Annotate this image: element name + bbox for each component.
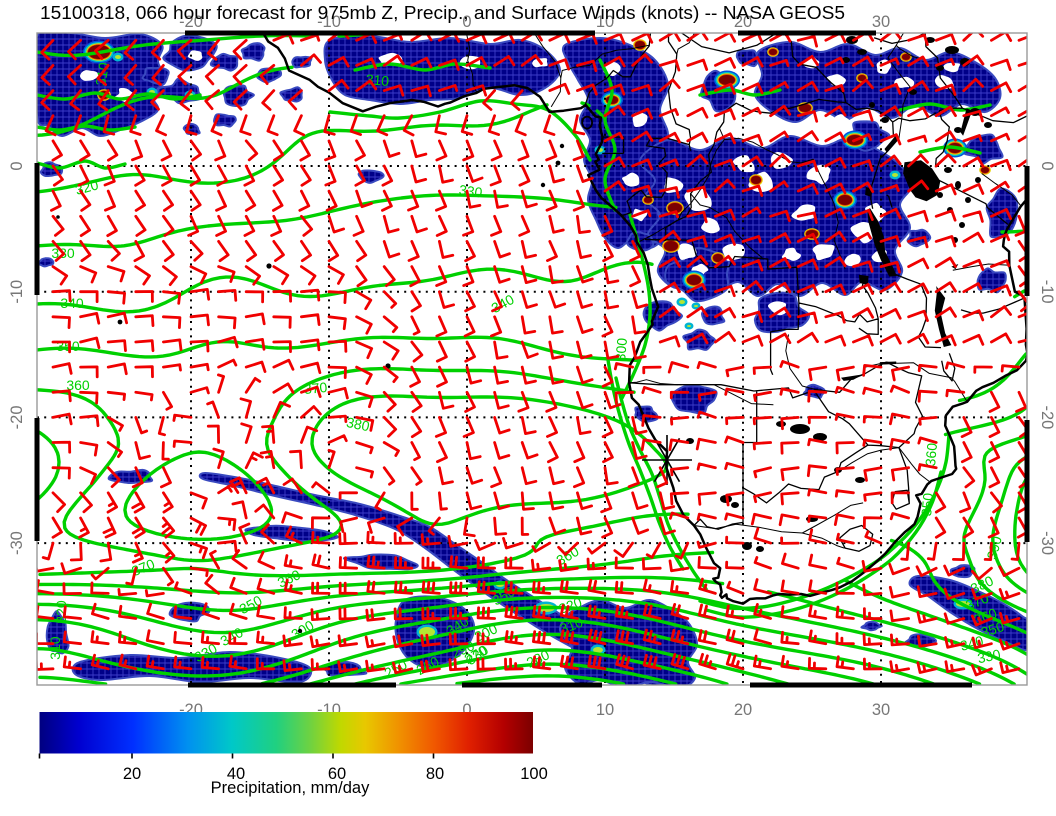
svg-text:340: 340	[60, 295, 84, 311]
svg-text:100: 100	[520, 765, 548, 783]
svg-text:350: 350	[979, 618, 1006, 641]
svg-text:Precipitation, mm/day: Precipitation, mm/day	[211, 779, 370, 797]
svg-text:360: 360	[922, 442, 940, 467]
svg-text:350: 350	[56, 338, 80, 354]
svg-text:-20: -20	[8, 405, 26, 429]
svg-text:310: 310	[47, 636, 63, 660]
svg-text:-10: -10	[1038, 280, 1056, 304]
svg-text:10: 10	[596, 701, 614, 719]
svg-text:-20: -20	[179, 13, 203, 31]
svg-text:-30: -30	[1038, 531, 1056, 555]
svg-text:0: 0	[1038, 161, 1056, 170]
svg-text:-10: -10	[317, 13, 341, 31]
svg-text:0: 0	[8, 161, 26, 170]
svg-text:340: 340	[958, 632, 985, 654]
svg-text:10: 10	[596, 13, 614, 31]
svg-text:0: 0	[462, 13, 471, 31]
svg-text:390: 390	[983, 534, 1005, 561]
svg-text:-20: -20	[1038, 405, 1056, 429]
svg-text:360: 360	[972, 605, 1000, 628]
svg-text:30: 30	[872, 701, 890, 719]
svg-text:350: 350	[918, 492, 936, 517]
svg-text:20: 20	[734, 13, 752, 31]
svg-text:330: 330	[976, 646, 1002, 667]
svg-text:-30: -30	[8, 531, 26, 555]
svg-text:80: 80	[426, 765, 444, 783]
svg-text:60: 60	[328, 765, 346, 783]
svg-text:360: 360	[66, 377, 90, 393]
svg-text:20: 20	[123, 765, 141, 783]
svg-text:30: 30	[872, 13, 890, 31]
svg-text:15100318, 066 hour forecast fo: 15100318, 066 hour forecast for 975mb Z,…	[40, 2, 845, 23]
svg-text:0: 0	[462, 701, 471, 719]
svg-text:330: 330	[458, 182, 484, 201]
svg-text:320: 320	[53, 600, 69, 624]
svg-text:-10: -10	[8, 280, 26, 304]
svg-text:20: 20	[734, 701, 752, 719]
svg-text:40: 40	[227, 765, 245, 783]
svg-text:320: 320	[557, 594, 585, 617]
